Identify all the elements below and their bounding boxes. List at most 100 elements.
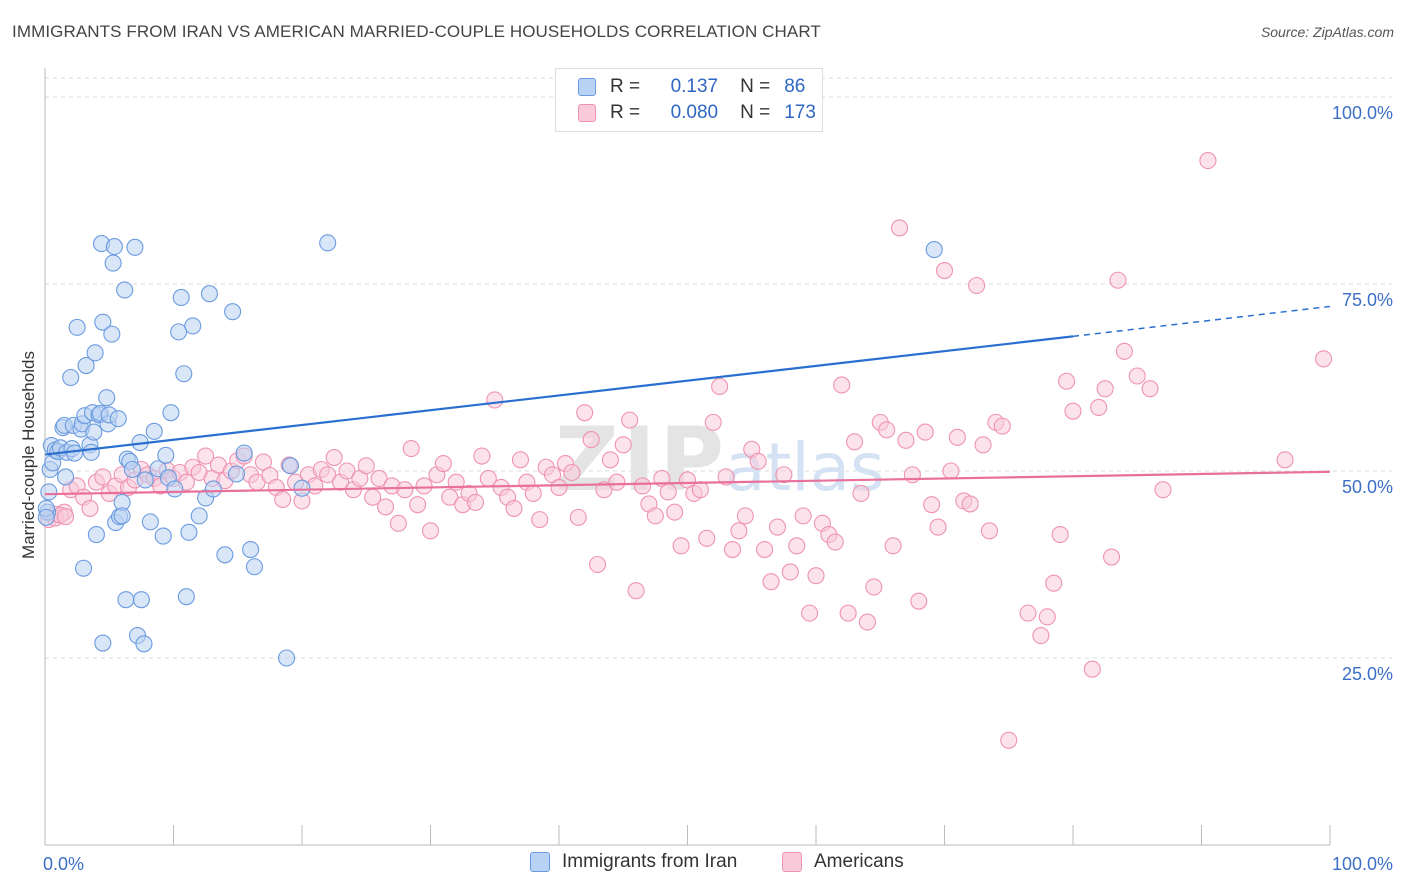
americans-point [826,533,844,551]
iran-point [180,523,198,541]
americans-point [524,484,542,502]
iran-point [75,559,93,577]
americans-point [1038,608,1056,626]
americans-point [1154,481,1172,499]
legend-n-value-americans: 173 [784,102,816,123]
iran-point [293,479,311,497]
americans-point [608,473,626,491]
americans-point [730,522,748,540]
americans-point [325,448,343,467]
americans-point [582,431,600,449]
americans-point [486,391,504,409]
americans-point [550,478,568,497]
americans-point [197,447,215,465]
americans-point [319,466,337,484]
americans-point [588,555,607,574]
source-credit: Source: ZipAtlas.com [1260,24,1394,40]
iran-point [98,389,116,407]
iran-trend-line [44,335,1074,456]
americans-point [781,563,799,581]
x-tick-label-start: 0.0% [43,854,84,874]
iran-point [94,313,112,331]
americans-point [338,462,356,480]
americans-point [916,423,934,441]
iran-point [62,368,80,387]
iran-point [190,507,208,525]
americans-point [659,483,677,501]
americans-point [762,573,780,591]
americans-point [974,436,992,454]
americans-point [441,488,459,506]
iran-point [319,234,337,252]
iran-point [87,526,105,544]
americans-point [1019,604,1037,622]
iran-point [216,546,234,564]
legend-r-value-americans: 0.080 [670,102,719,123]
americans-point [357,457,375,475]
americans-point [376,498,395,516]
americans-point [402,440,420,458]
iran-point [204,480,222,498]
iran-point [40,483,58,501]
americans-point [1141,380,1159,398]
americans-point [736,507,754,525]
americans-point [466,493,485,511]
americans-point [968,276,986,295]
iran-point [123,460,141,479]
americans-point [1000,731,1018,749]
iran-point [281,457,299,475]
americans-point [923,496,941,514]
x-tick-label-end: 100.0% [1332,854,1393,874]
iran-point [224,303,242,321]
americans-point [717,468,735,486]
iran-point [136,471,154,489]
americans-point [980,522,999,540]
americans-point [94,468,112,486]
americans-point [794,507,812,525]
americans-point [505,499,523,517]
americans-point [569,508,587,526]
y-tick-label: 75.0% [1342,290,1393,310]
americans-point [666,503,684,521]
americans-point [1128,367,1146,385]
americans-point [563,463,581,482]
americans-point [1051,526,1069,544]
bottom-legend-swatch-iran [530,852,550,872]
americans-point [1103,548,1121,566]
americans-point [1090,398,1108,416]
legend-r-label: R = [610,102,641,123]
y-axis-label: Married-couple Households [19,351,38,559]
iran-point [154,527,172,545]
americans-point [473,447,491,465]
iran-point [166,480,184,498]
iran-point [94,634,112,652]
americans-point [1115,342,1133,360]
iran-point [170,323,188,341]
americans-point [1199,152,1217,170]
americans-point [948,428,966,446]
americans-point [845,433,864,451]
americans-point [704,413,722,431]
americans-point [910,592,928,610]
americans-point [865,578,883,596]
americans-point [775,466,793,484]
americans-point [723,540,742,559]
iran-point [200,285,219,303]
iran-point [235,444,253,462]
americans-point [691,481,709,499]
correlation-legend: R = 0.137 N = 86 R = 0.080 N = 173 [555,68,823,132]
iran-point [135,635,153,653]
americans-point [897,431,915,449]
legend-r-label: R = [610,76,641,97]
americans-point [434,454,452,473]
americans-point [890,219,909,237]
iran-point [227,465,246,483]
iran-point [172,288,190,307]
iran-point [177,588,195,606]
iran-point [141,513,159,531]
americans-point [839,604,857,622]
bottom-legend-label-americans: Americans [814,851,904,872]
iran-point [113,507,131,525]
americans-point [646,507,664,525]
bottom-legend-swatch-americans [782,852,802,872]
